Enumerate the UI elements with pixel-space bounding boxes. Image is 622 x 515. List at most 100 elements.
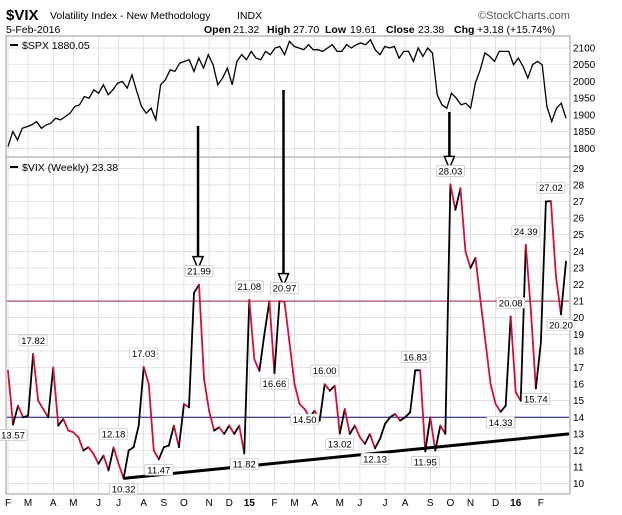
- symbol-title: $VIX: [6, 7, 39, 24]
- vix-series-segment: [394, 413, 402, 422]
- vix-y-tick-label: 10: [573, 479, 585, 490]
- data-label-text: 13.57: [1, 430, 25, 441]
- data-label: 24.39: [511, 225, 541, 238]
- data-label: 15.74: [521, 393, 551, 405]
- vix-y-tick-label: 18: [573, 346, 585, 357]
- vix-series-segment: [218, 426, 226, 435]
- x-tick-label: 16: [510, 498, 522, 509]
- data-label-text: 16.83: [403, 352, 427, 363]
- data-label: 11.95: [410, 456, 440, 468]
- vix-series-segment: [97, 454, 105, 465]
- vix-series-segment: [107, 446, 115, 472]
- chg-value: +3.18 (+15.74%): [477, 24, 555, 36]
- arrow-head: [191, 255, 205, 271]
- data-label-box: [310, 364, 340, 377]
- index-name: Volatility Index - New Methodology: [50, 10, 211, 22]
- vix-series-segment: [72, 431, 80, 439]
- vix-series-segment: [198, 283, 205, 381]
- ohlc-readout: Open 21.32 High 27.70 Low 19.61 Close 23…: [204, 24, 555, 36]
- vix-y-tick-label: 20: [573, 313, 585, 324]
- data-label-text: 17.03: [132, 349, 156, 360]
- spx-y-tick-label: 2000: [573, 77, 596, 88]
- vix-series-segment: [223, 424, 231, 435]
- vix-series-segment: [172, 424, 180, 449]
- data-label-text: 16.00: [313, 366, 337, 377]
- data-label-box: [521, 393, 551, 405]
- data-label-text: 20.08: [499, 298, 523, 309]
- vix-series-segment: [243, 298, 251, 455]
- vix-series-segment: [32, 352, 40, 402]
- x-tick-label: A: [140, 498, 147, 509]
- vix-series-segment: [117, 462, 125, 480]
- vix-series-segment: [193, 283, 200, 294]
- data-label: 21.99: [184, 265, 214, 278]
- x-tick-label: N: [205, 498, 212, 509]
- data-label-text: 13.02: [328, 440, 352, 451]
- vix-series-segment: [369, 432, 376, 450]
- vix-series-segment: [550, 200, 557, 278]
- spx-y-tick-label: 1800: [573, 144, 596, 155]
- x-tick-label: F: [271, 498, 277, 509]
- data-label: 14.33: [486, 416, 515, 429]
- data-label-text: 17.82: [21, 336, 45, 347]
- close-value: 23.38: [418, 24, 444, 36]
- data-label-box: [270, 282, 299, 294]
- vix-series-segment: [178, 403, 185, 449]
- vix-series-segment: [419, 369, 427, 453]
- vix-series-segment: [27, 352, 35, 417]
- vix-series-segment: [62, 418, 70, 432]
- spx-series-line: [7, 38, 567, 147]
- x-tick-label: M: [24, 498, 32, 509]
- vix-series-segment: [253, 358, 261, 372]
- data-label-text: 11.95: [414, 457, 437, 468]
- vix-series-segment: [489, 383, 497, 405]
- spx-y-tick-label: 2050: [573, 60, 596, 71]
- vix-y-tick-label: 25: [573, 230, 585, 241]
- data-label-box: [546, 319, 576, 331]
- data-label: 16.00: [310, 364, 340, 377]
- vix-series-segment: [157, 446, 165, 461]
- data-label-box: [511, 225, 541, 238]
- vix-y-tick-label: 13: [573, 429, 585, 440]
- data-label: 20.20: [546, 319, 576, 331]
- high-label: High: [267, 24, 290, 36]
- x-tick-label: J: [357, 498, 362, 509]
- vix-series-segment: [343, 408, 351, 435]
- open-label: Open: [204, 24, 231, 36]
- vix-series-segment: [338, 408, 346, 435]
- spx-y-tick-label: 1950: [573, 94, 596, 105]
- data-label-box: [184, 265, 214, 277]
- vix-series-segment: [298, 403, 306, 410]
- vix-series-segment: [102, 454, 110, 472]
- vix-y-tick-label: 11: [573, 463, 584, 474]
- vix-series-segment: [293, 383, 301, 405]
- vix-y-tick-label: 29: [573, 164, 585, 175]
- vix-series-segment: [353, 424, 361, 439]
- data-label-text: 14.33: [489, 418, 513, 429]
- vix-series-segment: [233, 424, 241, 435]
- vix-series-segment: [112, 446, 120, 465]
- data-label: 11.82: [229, 458, 259, 470]
- brand-label: ©StockCharts.com: [478, 10, 570, 22]
- vix-y-tick-label: 24: [573, 247, 585, 258]
- x-tick-label: M: [290, 498, 298, 509]
- trendline: [123, 432, 570, 480]
- down-arrow: [191, 126, 205, 271]
- spx-y-tick-label: 2100: [573, 44, 596, 55]
- vix-series-segment: [534, 341, 542, 390]
- vix-series-segment: [273, 300, 281, 375]
- data-label: 11.47: [144, 463, 174, 476]
- data-label-box: [496, 297, 526, 309]
- vix-series-segment: [318, 383, 326, 422]
- data-label-box: [360, 453, 390, 465]
- data-label: 20.08: [496, 297, 526, 309]
- vix-y-tick-label: 17: [573, 363, 585, 374]
- data-label-text: 15.74: [524, 394, 548, 405]
- vix-series-segment: [268, 300, 276, 375]
- vix-series-segment: [122, 449, 130, 480]
- vix-series-segment: [449, 183, 457, 211]
- vix-series-segment: [364, 432, 371, 445]
- vix-y-tick-label: 27: [573, 197, 585, 208]
- vix-y-tick-label: 19: [573, 330, 585, 341]
- data-label-text: 28.03: [438, 166, 462, 177]
